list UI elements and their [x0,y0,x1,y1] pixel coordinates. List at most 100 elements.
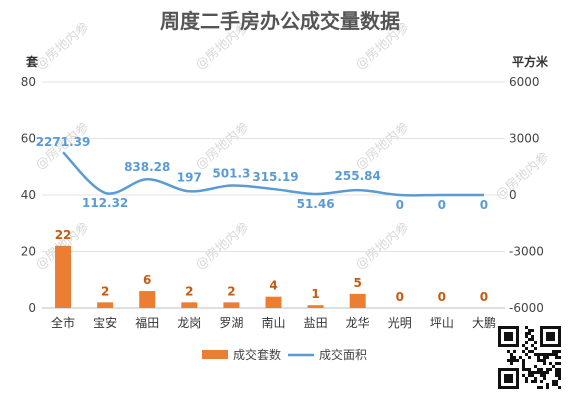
qr-module [525,332,528,335]
category-label: 福田 [135,315,159,330]
qr-module [534,365,537,368]
qr-module [558,350,561,353]
chart-title: 周度二手房办公成交量数据 [160,9,400,33]
qr-module [555,374,558,377]
line-value-label: 51.46 [297,197,335,211]
legend-bar-label: 成交套数 [233,347,281,362]
qr-module [540,359,543,362]
qr-module [531,380,534,383]
qr-module [531,335,534,338]
qr-module [558,371,561,374]
bar [349,293,366,308]
qr-module [552,380,555,383]
line-value-label: 0 [438,198,446,212]
bar-value-label: 0 [396,290,404,304]
qr-module [525,335,528,338]
line-value-label: 197 [177,170,202,184]
qr-module [531,338,534,341]
area-line [62,151,484,197]
qr-module [558,362,561,365]
qr-module [540,368,543,371]
bar-value-label: 22 [55,228,72,242]
bar [139,291,156,308]
left-tick-label: 60 [21,132,36,146]
qr-module [531,374,534,377]
left-axis-ticks: 0 20 40 60 80 [21,75,36,315]
bar-value-label: 5 [354,276,362,290]
qr-module [555,362,558,365]
qr-module [558,374,561,377]
line-value-label: 0 [480,198,488,212]
qr-module [507,359,510,362]
bar [55,245,72,308]
qr-module [522,368,525,371]
bar-value-label: 0 [438,290,446,304]
qr-module [519,356,522,359]
left-tick-label: 80 [21,75,36,89]
qr-module [534,377,537,380]
qr-module [531,344,534,347]
watermark-text: @房地内参 [32,19,92,73]
right-axis-ticks: -6000 -3000 0 3000 6000 [509,75,544,315]
qr-module [555,383,558,386]
category-labels: 全市 宝安 福田 龙岗 罗湖 南山 盐田 龙华 光明 坪山 大鹏 [51,315,496,330]
line-value-label: 112.32 [82,196,128,210]
watermark-text: @房地内参 [192,219,252,273]
qr-module [510,362,513,365]
bar-value-label: 2 [101,284,109,298]
qr-module [534,371,537,374]
qr-module [543,362,546,365]
qr-module [525,347,528,350]
qr-finder [546,332,555,341]
category-label: 全市 [51,315,75,330]
category-label: 宝安 [93,315,117,330]
right-tick-label: 3000 [509,132,540,146]
bar [265,296,282,308]
qr-module [531,371,534,374]
bar-value-label: 4 [269,279,277,293]
watermark-text: @房地内参 [352,219,412,273]
qr-module [525,377,528,380]
left-axis-unit: 套 [25,54,39,69]
bar-value-label: 0 [480,290,488,304]
qr-module [531,329,534,332]
qr-module [558,377,561,380]
qr-module [555,356,558,359]
left-tick-label: 40 [21,188,36,202]
qr-module [528,350,531,353]
qr-module [525,380,528,383]
qr-module [552,383,555,386]
right-axis-unit: 平方米 [512,54,549,69]
qr-finder [504,374,513,383]
line-data-labels: 2271.39 112.32 838.28 197 501.3 315.19 51.4625… [36,135,488,212]
qr-module [525,368,528,371]
qr-module [543,371,546,374]
line-value-label: 255.84 [335,169,381,183]
qr-module [552,353,555,356]
category-label: 大鹏 [472,316,496,330]
qr-module [531,350,534,353]
qr-module [552,365,555,368]
qr-module [540,380,543,383]
watermark-text: @房地内参 [352,119,412,173]
bar-value-label: 1 [311,287,319,301]
left-tick-label: 0 [28,301,36,315]
qr-module [513,350,516,353]
qr-module [543,353,546,356]
bar-series [55,245,366,308]
right-tick-label: 0 [509,188,517,202]
qr-module [537,359,540,362]
qr-module [537,386,540,389]
qr-module [528,338,531,341]
qr-module [528,371,531,374]
qr-module [522,374,525,377]
qr-module [525,326,528,329]
qr-module [540,374,543,377]
qr-module [525,341,528,344]
qr-module [552,350,555,353]
category-label: 盐田 [304,316,328,330]
qr-module [546,368,549,371]
qr-module [543,356,546,359]
line-value-label: 315.19 [252,170,298,184]
